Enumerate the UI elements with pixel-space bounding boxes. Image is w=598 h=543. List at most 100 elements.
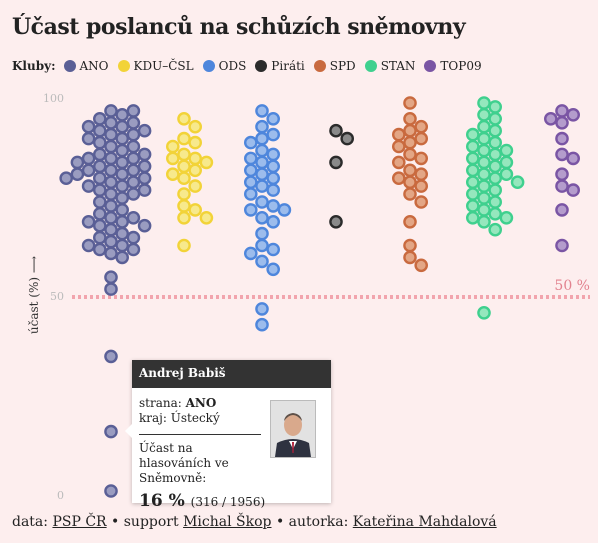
point-ano-28[interactable] [126,163,141,178]
point-ano-2[interactable] [115,108,129,122]
point-stan-6[interactable] [465,127,480,142]
point-ano-69[interactable] [104,484,118,498]
point-stan-2[interactable] [477,108,491,122]
point-ano-44[interactable] [93,195,107,209]
point-spd-0[interactable] [403,96,417,110]
point-stan-18[interactable] [477,167,491,181]
point-top09-8[interactable] [555,179,569,193]
point-kdu-sl-5[interactable] [177,147,191,162]
point-spd-8[interactable] [403,147,417,162]
point-stan-9[interactable] [465,139,480,154]
point-ano-11[interactable] [126,127,141,142]
point-stan-23[interactable] [477,179,491,193]
legend-item-top09[interactable]: TOP09 [424,59,482,73]
point-ano-53[interactable] [137,218,152,233]
point-spd-12[interactable] [414,167,429,181]
point-kdu-sl-9[interactable] [177,159,191,174]
point-stan-35[interactable] [477,305,491,320]
point-ano-39[interactable] [93,183,107,197]
point-stan-27[interactable] [488,195,503,209]
point-spd-15[interactable] [414,179,429,193]
point-spd-21[interactable] [414,258,429,273]
point-ano-49[interactable] [126,210,141,225]
point-ods-9[interactable] [255,155,269,170]
point-ano-68[interactable] [104,424,118,439]
point-ano-43[interactable] [115,191,129,205]
point-stan-25[interactable] [465,187,480,201]
point-spd-19[interactable] [403,238,417,253]
point-top09-0[interactable] [555,104,569,118]
point-stan-26[interactable] [477,191,491,205]
point-spd-14[interactable] [403,175,417,189]
point-kdu-sl-2[interactable] [177,131,191,146]
point-stan-19[interactable] [499,167,514,181]
point-ano-5[interactable] [126,116,141,130]
point-ods-10[interactable] [266,159,281,174]
point-spd-16[interactable] [403,187,417,201]
point-ods-0[interactable] [255,104,269,118]
point-ods-3[interactable] [266,127,281,142]
point-ano-59[interactable] [115,238,129,253]
point-ods-12[interactable] [255,167,269,181]
point-ano-32[interactable] [93,171,107,185]
point-pir-ti-3[interactable] [329,214,343,229]
point-ano-64[interactable] [115,250,129,265]
point-kdu-sl-7[interactable] [165,151,180,166]
point-ano-47[interactable] [93,206,107,221]
point-top09-5[interactable] [555,147,569,162]
point-stan-4[interactable] [477,119,491,134]
point-ods-15[interactable] [255,179,269,193]
point-ano-58[interactable] [104,234,118,249]
legend-item-stan[interactable]: STAN [364,59,415,73]
point-stan-29[interactable] [477,203,491,217]
point-ano-66[interactable] [104,282,118,296]
point-ods-22[interactable] [255,210,269,225]
point-top09-1[interactable] [566,108,581,122]
point-kdu-sl-4[interactable] [165,139,180,154]
point-spd-17[interactable] [414,195,429,209]
point-ano-16[interactable] [126,139,141,154]
point-ods-5[interactable] [243,135,258,150]
point-ods-7[interactable] [266,147,281,162]
point-ods-27[interactable] [243,246,258,261]
point-stan-8[interactable] [488,135,503,150]
point-kdu-sl-3[interactable] [188,135,202,150]
point-spd-20[interactable] [403,250,417,265]
point-ods-8[interactable] [243,151,258,166]
point-ano-56[interactable] [93,230,107,245]
point-kdu-sl-8[interactable] [199,155,214,170]
point-ods-18[interactable] [255,195,269,209]
point-top09-6[interactable] [566,151,581,166]
point-spd-5[interactable] [414,131,429,146]
point-ano-36[interactable] [126,175,141,189]
point-stan-32[interactable] [499,210,514,225]
point-ano-23[interactable] [115,155,129,170]
point-ano-30[interactable] [115,167,129,181]
point-ano-6[interactable] [115,119,129,134]
point-stan-34[interactable] [488,222,503,237]
point-kdu-sl-16[interactable] [188,203,202,217]
point-spd-3[interactable] [403,123,417,138]
point-ods-16[interactable] [266,183,281,197]
point-ano-51[interactable] [81,214,96,229]
point-spd-7[interactable] [391,139,406,154]
point-ano-4[interactable] [104,116,118,130]
point-ano-19[interactable] [137,147,152,162]
point-spd-13[interactable] [391,171,406,185]
point-ano-34[interactable] [59,171,73,185]
point-ano-24[interactable] [70,155,85,170]
point-ods-25[interactable] [255,238,269,253]
point-kdu-sl-14[interactable] [177,187,191,201]
point-ano-55[interactable] [115,226,129,241]
point-ano-33[interactable] [137,171,152,185]
point-ods-19[interactable] [266,199,281,213]
point-top09-4[interactable] [555,131,569,146]
point-stan-14[interactable] [477,155,491,170]
point-top09-3[interactable] [555,116,569,130]
point-ano-35[interactable] [104,175,118,189]
author-link[interactable]: Kateřina Mahdalová [352,514,497,530]
point-top09-11[interactable] [555,238,569,253]
support-link[interactable]: Michal Škop [183,514,272,530]
point-ods-31[interactable] [255,317,269,332]
point-stan-1[interactable] [488,100,503,114]
